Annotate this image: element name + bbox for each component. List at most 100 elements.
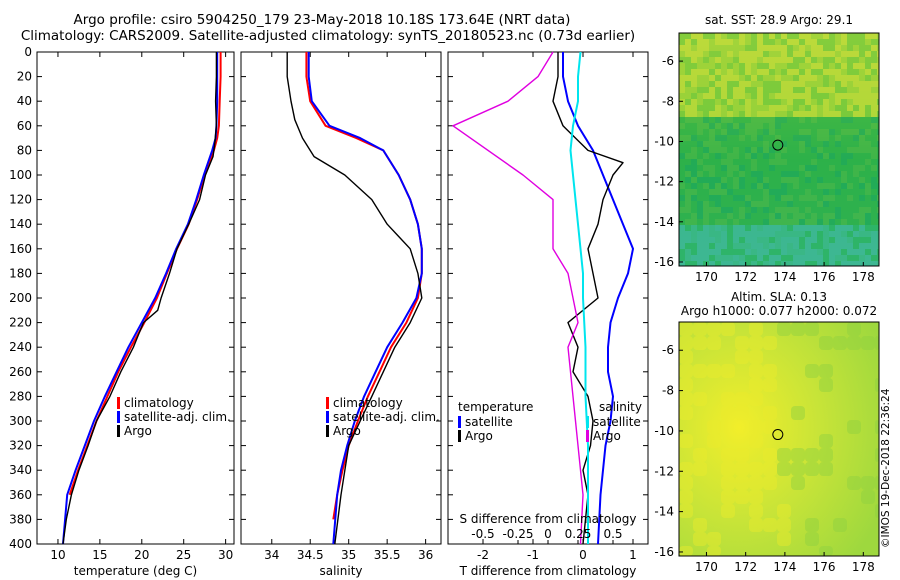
map-cell — [781, 57, 787, 63]
map-cell — [811, 129, 817, 135]
map-cell — [847, 195, 853, 201]
map-cell — [703, 39, 709, 45]
map-cell — [799, 129, 805, 135]
map-cell — [739, 225, 745, 231]
map-cell — [817, 45, 823, 51]
map-cell — [763, 153, 769, 159]
map-cell — [679, 105, 685, 111]
map-cell — [685, 183, 691, 189]
map-cell — [763, 213, 769, 219]
map-cell — [781, 213, 787, 219]
map-cell — [859, 153, 865, 159]
map-cell — [763, 159, 769, 165]
map-cell — [693, 532, 707, 546]
map-cell — [835, 153, 841, 159]
y-tick-label: 260 — [9, 365, 32, 379]
map-cell — [829, 195, 835, 201]
map-cell — [835, 261, 841, 266]
map-cell — [847, 135, 853, 141]
map-cell — [709, 81, 715, 87]
map-cell — [715, 123, 721, 129]
map-cell — [819, 336, 833, 350]
map-cell — [739, 243, 745, 249]
map-cell — [841, 225, 847, 231]
map-cell — [709, 147, 715, 153]
map-cell — [745, 93, 751, 99]
map-cell — [865, 195, 871, 201]
map-cell — [697, 87, 703, 93]
map-cell — [691, 255, 697, 261]
map-cell — [769, 69, 775, 75]
map-cell — [775, 93, 781, 99]
map-cell — [721, 213, 727, 219]
map-cell — [769, 93, 775, 99]
map-cell — [721, 69, 727, 75]
map-cell — [707, 420, 721, 434]
map-cell — [871, 237, 877, 243]
map-cell — [751, 117, 757, 123]
map-cell — [865, 99, 871, 105]
map-cell — [865, 111, 871, 117]
map-cell — [739, 111, 745, 117]
map-cell — [799, 75, 805, 81]
map-cell — [805, 141, 811, 147]
map-cell — [775, 81, 781, 87]
map-cell — [709, 159, 715, 165]
map-cell — [733, 129, 739, 135]
map-cell — [751, 93, 757, 99]
map-cell — [709, 261, 715, 266]
y-tick-label: 180 — [9, 266, 32, 280]
map-cell — [703, 249, 709, 255]
map-cell — [859, 117, 865, 123]
map-cell — [875, 378, 879, 392]
map-cell — [745, 189, 751, 195]
map-cell — [823, 75, 829, 81]
map-cell — [727, 111, 733, 117]
map-cell — [805, 75, 811, 81]
legend-label: satellite-adj. clim. — [124, 410, 231, 424]
map-cell — [853, 165, 859, 171]
map-cell — [757, 207, 763, 213]
map-cell — [703, 135, 709, 141]
map-cell — [787, 69, 793, 75]
map-cell — [733, 45, 739, 51]
map-cell — [805, 171, 811, 177]
map-cell — [751, 63, 757, 69]
map-cell — [819, 364, 833, 378]
map-cell — [715, 141, 721, 147]
map-cell — [781, 243, 787, 249]
map-cell — [781, 63, 787, 69]
map-cell — [841, 195, 847, 201]
map-cell — [853, 33, 859, 39]
x-tick-label: 10 — [50, 548, 65, 562]
map-cell — [781, 189, 787, 195]
map-cell — [841, 183, 847, 189]
map-cell — [733, 237, 739, 243]
map-cell — [817, 51, 823, 57]
map-cell — [745, 255, 751, 261]
map-cell — [829, 129, 835, 135]
map-cell — [871, 39, 877, 45]
map-cell — [823, 129, 829, 135]
map-cell — [757, 225, 763, 231]
map-cell — [859, 177, 865, 183]
map-cell — [841, 93, 847, 99]
map-cell — [751, 195, 757, 201]
map-cell — [751, 147, 757, 153]
map-cell — [715, 105, 721, 111]
map-cell — [709, 33, 715, 39]
map-cell — [811, 99, 817, 105]
map-cell — [715, 231, 721, 237]
map-cell — [793, 231, 799, 237]
map-cell — [721, 33, 727, 39]
map-cell — [715, 255, 721, 261]
map-cell — [739, 147, 745, 153]
map-cell — [757, 189, 763, 195]
map-cell — [829, 231, 835, 237]
map-cell — [727, 165, 733, 171]
map-cell — [791, 448, 805, 462]
series-line-t-satellite — [562, 52, 634, 545]
map-cell — [733, 189, 739, 195]
map-x-tick-label: 170 — [695, 270, 718, 284]
map-cell — [707, 364, 721, 378]
